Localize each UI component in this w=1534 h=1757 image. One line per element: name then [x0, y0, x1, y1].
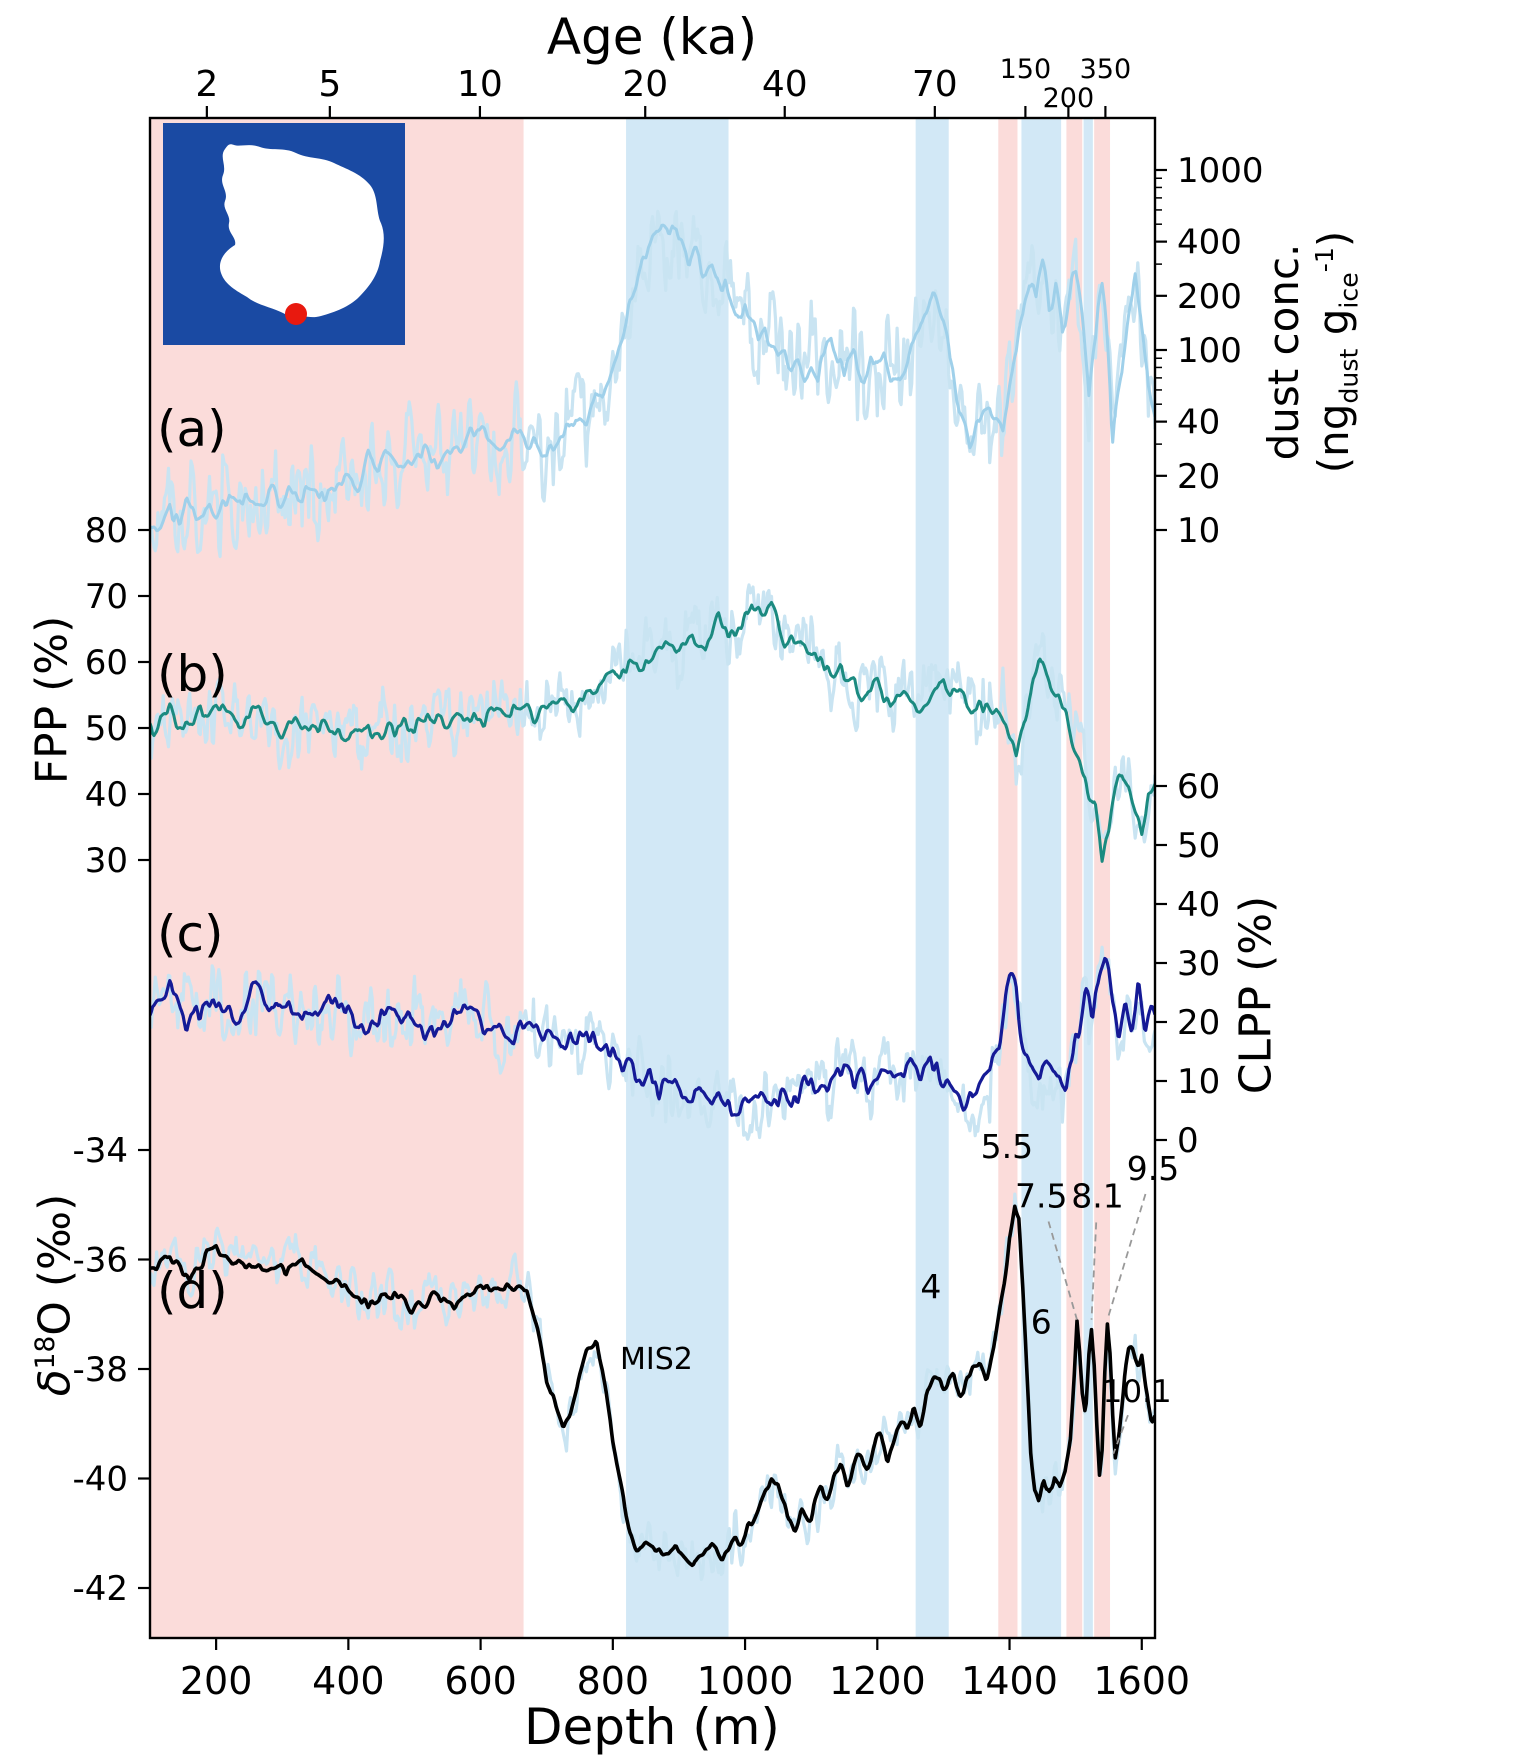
top-axis-title: Age (ka) — [546, 8, 758, 66]
panel-label-c: (c) — [157, 905, 224, 963]
antarctica-continent — [219, 144, 384, 318]
dust-tick-label: 20 — [1177, 457, 1220, 497]
depth-tick-label: 1400 — [961, 1659, 1058, 1703]
depth-tick-label: 400 — [312, 1659, 385, 1703]
dust-raw-trace — [150, 209, 1155, 559]
site-location-dot — [285, 303, 307, 325]
clpp-raw-trace — [150, 945, 1155, 1141]
fpp-tick-label: 80 — [85, 511, 128, 551]
antarctica-map-svg — [163, 123, 405, 345]
dust-tick-label: 1000 — [1177, 151, 1264, 191]
annotation-7.5: 7.5 — [1015, 1176, 1067, 1215]
d18o-tick-label: -36 — [72, 1241, 128, 1281]
d18o-superscript: 18 — [29, 1335, 61, 1370]
cold-stage-band — [1083, 118, 1093, 1638]
depth-tick-label: 800 — [577, 1659, 650, 1703]
clpp-tick-label: 60 — [1177, 767, 1220, 807]
annotation-6: 6 — [1031, 1302, 1052, 1341]
annotation-leader-8.1 — [1090, 1222, 1098, 1320]
d18o-tick-label: -40 — [72, 1460, 128, 1500]
annotation-10.1: 10.1 — [1103, 1374, 1172, 1410]
dust-tick-label: 400 — [1177, 223, 1242, 263]
dust-tick-label: 10 — [1177, 511, 1220, 551]
age-tick-label: 150 — [1000, 54, 1052, 85]
dust-axis-label-line1: dust conc. — [1258, 243, 1308, 461]
panel-label-a: (a) — [157, 400, 227, 458]
annotation-8.1: 8.1 — [1071, 1176, 1123, 1215]
fpp-tick-label: 60 — [85, 643, 128, 683]
d18o-tick-label: -42 — [72, 1569, 128, 1609]
fpp-tick-label: 40 — [85, 775, 128, 815]
annotation-9.5: 9.5 — [1127, 1149, 1179, 1188]
clpp-tick-label: 30 — [1177, 944, 1220, 984]
warm-stage-band — [150, 118, 524, 1638]
age-tick-label: 40 — [762, 64, 808, 105]
annotation-5.5: 5.5 — [981, 1127, 1033, 1166]
plot-frame — [148, 116, 1157, 1640]
series-lines — [150, 223, 1155, 1568]
panel-label-b: (b) — [157, 645, 228, 703]
depth-tick-label: 1200 — [829, 1659, 926, 1703]
fpp-raw-trace — [150, 583, 1155, 844]
cold-stage-band — [626, 118, 729, 1638]
warm-stage-band — [1094, 118, 1111, 1638]
fpp-tick-label: 50 — [85, 709, 128, 749]
warm-stage-band — [1066, 118, 1083, 1638]
d18o-line — [150, 1204, 1155, 1568]
clpp-tick-label: 10 — [1177, 1062, 1220, 1102]
depth-tick-label: 1000 — [697, 1659, 794, 1703]
fpp-tick-label: 30 — [85, 841, 128, 881]
fpp-line — [150, 600, 1155, 863]
d18o-rest: O (‰) — [29, 1193, 81, 1336]
antarctica-inset-map — [163, 123, 405, 345]
clpp-tick-label: 20 — [1177, 1003, 1220, 1043]
clpp-line — [150, 956, 1155, 1117]
clpp-tick-label: 50 — [1177, 826, 1220, 866]
age-tick-label: 200 — [1043, 83, 1095, 114]
age-tick-label: 5 — [318, 64, 341, 105]
age-tick-label: 70 — [912, 64, 958, 105]
clpp-tick-label: 0 — [1177, 1121, 1199, 1161]
delta-symbol: δ — [29, 1369, 81, 1397]
dust-axis-label: dust conc. (ngdust gice-1) — [1259, 231, 1365, 474]
annotation-leader-9.5 — [1106, 1193, 1147, 1320]
depth-tick-label: 600 — [444, 1659, 517, 1703]
dust-axis-label-line2: (ngdust gice-1) — [1309, 230, 1364, 474]
annotation-MIS2: MIS2 — [620, 1342, 693, 1377]
clpp-tick-label: 40 — [1177, 885, 1220, 925]
d18o-tick-label: -34 — [72, 1131, 128, 1171]
axis-ticks — [138, 106, 1167, 1650]
bottom-axis-title: Depth (m) — [524, 1698, 780, 1756]
depth-tick-label: 1600 — [1093, 1659, 1190, 1703]
age-tick-label: 2 — [195, 64, 218, 105]
dust-tick-label: 40 — [1177, 403, 1220, 443]
annotation-leader-7.5 — [1047, 1221, 1078, 1320]
fpp-axis-label: FPP (%) — [26, 615, 78, 785]
annotation-4: 4 — [920, 1267, 941, 1306]
warm-stage-band — [998, 118, 1018, 1638]
annotation-leader-10.1 — [1112, 1414, 1129, 1455]
d18o-tick-label: -38 — [72, 1350, 128, 1390]
panel-label-d: (d) — [157, 1262, 228, 1320]
dust-line — [150, 223, 1155, 533]
d18o-axis-label: δ18O (‰) — [30, 1194, 81, 1397]
age-tick-label: 10 — [457, 64, 503, 105]
fpp-tick-label: 70 — [85, 577, 128, 617]
climate-stage-bands — [150, 118, 1111, 1638]
dust-tick-label: 100 — [1177, 331, 1242, 371]
annotations: 5.5 7.5 8.19.5 10.1 4 6 MIS2 — [620, 1127, 1179, 1455]
dust-tick-label: 200 — [1177, 277, 1242, 317]
depth-tick-label: 200 — [180, 1659, 253, 1703]
clpp-axis-label: CLPP (%) — [1230, 895, 1282, 1095]
age-tick-label: 350 — [1080, 54, 1132, 85]
age-tick-label: 20 — [622, 64, 668, 105]
